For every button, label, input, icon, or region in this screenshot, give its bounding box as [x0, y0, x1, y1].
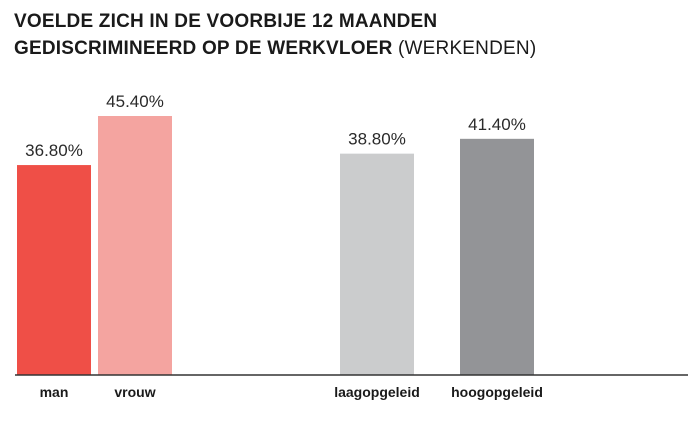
value-label-laagopgeleid: 38.80% [348, 130, 406, 149]
value-label-hoogopgeleid: 41.40% [468, 115, 526, 134]
bar-man [17, 165, 91, 375]
title-line-1: VOELDE ZICH IN DE VOORBIJE 12 MAANDEN [14, 11, 438, 32]
value-label-vrouw: 45.40% [106, 92, 164, 111]
chart-title: VOELDE ZICH IN DE VOORBIJE 12 MAANDEN GE… [14, 8, 684, 62]
title-line-2: GEDISCRIMINEERD OP DE WERKVLOER (WERKEND… [14, 35, 684, 62]
category-label-man: man [40, 384, 69, 400]
bar-hoogopgeleid [460, 138, 534, 375]
category-label-laagopgeleid: laagopgeleid [334, 384, 420, 400]
value-label-man: 36.80% [25, 141, 83, 160]
category-label-vrouw: vrouw [114, 384, 155, 400]
bar-laagopgeleid [340, 153, 414, 375]
bar-vrouw [98, 116, 172, 375]
category-label-hoogopgeleid: hoogopgeleid [451, 384, 543, 400]
title-subtitle: (WERKENDEN) [397, 38, 537, 59]
title-main-text: GEDISCRIMINEERD OP DE WERKVLOER [14, 38, 393, 59]
